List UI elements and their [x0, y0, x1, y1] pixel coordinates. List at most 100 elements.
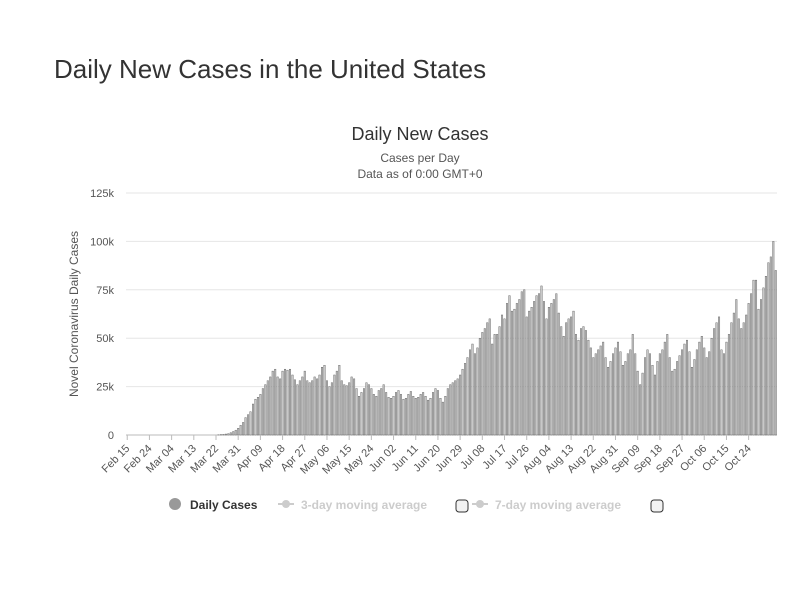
- bar[interactable]: [661, 349, 664, 436]
- bar[interactable]: [506, 303, 508, 436]
- bar[interactable]: [419, 394, 422, 436]
- bar[interactable]: [651, 365, 654, 436]
- bar[interactable]: [296, 384, 299, 436]
- bar[interactable]: [577, 339, 580, 436]
- bar[interactable]: [727, 334, 730, 436]
- bar[interactable]: [602, 341, 605, 436]
- bar[interactable]: [254, 398, 257, 436]
- bar[interactable]: [557, 312, 560, 436]
- bar[interactable]: [407, 394, 410, 436]
- bar[interactable]: [762, 287, 765, 436]
- bar[interactable]: [547, 307, 550, 436]
- bar[interactable]: [552, 299, 555, 436]
- bar[interactable]: [695, 349, 698, 436]
- bar[interactable]: [224, 433, 227, 436]
- bar[interactable]: [584, 330, 587, 436]
- bar[interactable]: [700, 336, 703, 436]
- bar[interactable]: [705, 357, 708, 436]
- bar[interactable]: [631, 334, 634, 436]
- bar[interactable]: [355, 388, 358, 436]
- bar[interactable]: [454, 380, 457, 436]
- bar[interactable]: [678, 355, 681, 436]
- bar[interactable]: [370, 388, 373, 436]
- bar[interactable]: [227, 433, 230, 436]
- bar[interactable]: [409, 391, 412, 436]
- bar[interactable]: [723, 353, 725, 436]
- bar[interactable]: [306, 380, 309, 436]
- bar[interactable]: [538, 293, 541, 436]
- bar[interactable]: [259, 394, 262, 436]
- bar[interactable]: [286, 369, 289, 436]
- bar[interactable]: [597, 349, 600, 436]
- bar[interactable]: [436, 390, 439, 436]
- bar[interactable]: [639, 384, 642, 436]
- bar[interactable]: [668, 357, 671, 436]
- bar[interactable]: [247, 414, 250, 436]
- bar[interactable]: [752, 279, 755, 436]
- bar[interactable]: [535, 295, 538, 436]
- bar[interactable]: [358, 396, 360, 436]
- bar[interactable]: [387, 397, 390, 436]
- bar[interactable]: [624, 361, 627, 436]
- bar[interactable]: [764, 276, 767, 436]
- bar[interactable]: [363, 388, 365, 436]
- bar[interactable]: [439, 398, 442, 436]
- bar[interactable]: [681, 349, 684, 436]
- bar[interactable]: [471, 343, 474, 436]
- bar[interactable]: [244, 417, 247, 436]
- bar[interactable]: [690, 367, 693, 436]
- bar[interactable]: [434, 388, 437, 436]
- bar[interactable]: [424, 396, 427, 436]
- bar[interactable]: [380, 388, 383, 436]
- bar[interactable]: [715, 322, 718, 436]
- bar[interactable]: [323, 365, 326, 436]
- bar[interactable]: [710, 338, 713, 436]
- bar[interactable]: [382, 384, 385, 436]
- bar[interactable]: [671, 370, 674, 436]
- bar[interactable]: [456, 378, 459, 436]
- bar[interactable]: [565, 322, 568, 436]
- bar[interactable]: [266, 380, 269, 436]
- bar[interactable]: [256, 397, 259, 436]
- bar[interactable]: [757, 308, 760, 436]
- bar[interactable]: [609, 361, 612, 436]
- bar[interactable]: [264, 384, 267, 436]
- bar[interactable]: [676, 361, 679, 436]
- bar[interactable]: [422, 392, 425, 436]
- bar[interactable]: [321, 367, 324, 436]
- bar[interactable]: [284, 368, 287, 436]
- bar[interactable]: [367, 384, 370, 436]
- bar[interactable]: [653, 374, 656, 436]
- bar[interactable]: [503, 318, 506, 436]
- bar[interactable]: [496, 334, 499, 436]
- bar[interactable]: [234, 429, 237, 436]
- bar[interactable]: [375, 396, 378, 436]
- bar[interactable]: [530, 307, 533, 436]
- bar[interactable]: [429, 398, 432, 436]
- bar[interactable]: [560, 326, 563, 436]
- bar[interactable]: [365, 382, 368, 436]
- bar[interactable]: [501, 314, 504, 436]
- bar[interactable]: [713, 328, 716, 436]
- bar[interactable]: [641, 372, 644, 436]
- bar[interactable]: [772, 241, 775, 436]
- bar[interactable]: [466, 357, 469, 436]
- bar[interactable]: [616, 341, 619, 436]
- bar[interactable]: [427, 399, 430, 436]
- bar[interactable]: [444, 396, 447, 436]
- bar[interactable]: [316, 378, 319, 436]
- bar[interactable]: [649, 353, 651, 436]
- bar[interactable]: [486, 322, 489, 436]
- bar[interactable]: [291, 374, 294, 436]
- bar[interactable]: [515, 303, 518, 436]
- bar[interactable]: [562, 336, 565, 436]
- bar[interactable]: [619, 351, 622, 436]
- bar[interactable]: [587, 339, 590, 436]
- bar[interactable]: [594, 353, 597, 436]
- bar[interactable]: [614, 347, 617, 436]
- bar[interactable]: [720, 349, 723, 436]
- bar[interactable]: [658, 353, 661, 436]
- bar[interactable]: [298, 380, 301, 436]
- bar[interactable]: [582, 326, 585, 436]
- bar[interactable]: [469, 349, 471, 436]
